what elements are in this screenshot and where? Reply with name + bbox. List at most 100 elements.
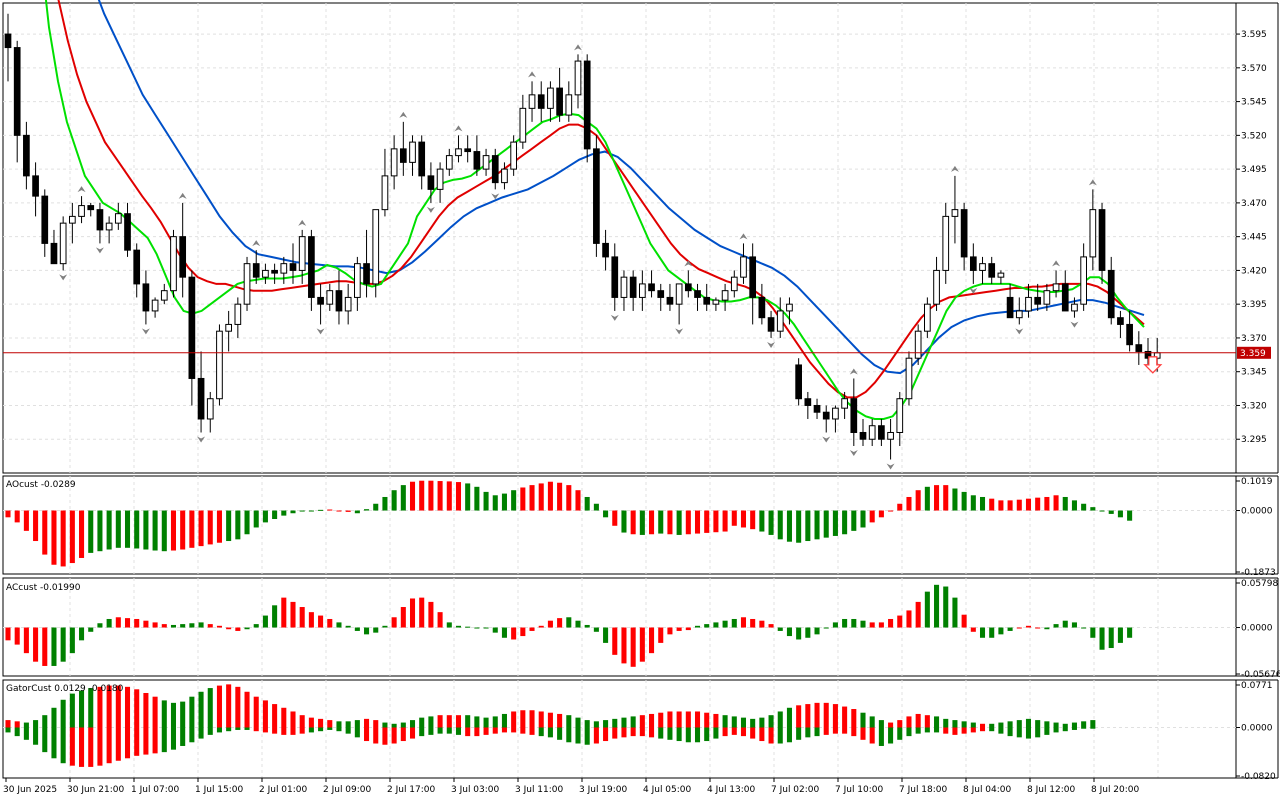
hist-bar	[750, 727, 756, 739]
candle	[593, 135, 600, 257]
hist-bar	[33, 627, 39, 662]
hist-bar	[1035, 727, 1041, 738]
hist-bar	[584, 496, 590, 511]
hist-bar	[832, 704, 838, 728]
hist-bar	[419, 717, 425, 728]
fractal-down-icon	[197, 436, 206, 443]
candle	[381, 148, 389, 217]
candle	[905, 351, 913, 406]
hist-bar	[189, 727, 195, 743]
hist-bar	[713, 727, 719, 739]
hist-bar	[621, 717, 627, 728]
hist-bar	[566, 727, 572, 743]
candle-body	[574, 60, 582, 96]
candle-body	[1117, 317, 1124, 325]
hist-bar	[262, 510, 268, 523]
candle	[620, 270, 628, 311]
candle-body	[96, 209, 104, 231]
candle-body	[234, 303, 242, 325]
hist-bar	[713, 510, 719, 533]
hist-bar	[226, 510, 232, 542]
candle	[78, 196, 85, 224]
candle	[13, 40, 21, 163]
candle-body	[271, 269, 278, 274]
hist-bar	[814, 510, 820, 540]
hist-bar	[566, 715, 572, 728]
hist-bar	[354, 720, 360, 728]
hist-bar	[906, 496, 912, 511]
hist-bar	[575, 727, 581, 744]
hist-bar	[207, 624, 213, 628]
candle	[1052, 270, 1060, 298]
candle-body	[142, 283, 150, 312]
hist-bar	[970, 627, 976, 632]
candle	[602, 229, 609, 271]
candle-body	[59, 222, 67, 265]
hist-bar	[51, 727, 57, 759]
hist-bar	[23, 627, 29, 654]
hist-bar	[786, 727, 792, 743]
candle-body	[409, 141, 416, 163]
hist-bar	[1090, 627, 1096, 638]
hist-bar	[437, 481, 443, 511]
hist-bar	[1053, 624, 1059, 628]
candle	[850, 378, 858, 446]
candle-body	[335, 290, 343, 312]
hist-bar	[409, 598, 416, 628]
candle	[868, 418, 876, 446]
candle	[317, 283, 324, 325]
hist-bar	[906, 610, 912, 628]
hist-bar	[161, 727, 167, 753]
candle-body	[179, 236, 187, 278]
hist-bar	[97, 510, 103, 552]
hist-bar	[823, 727, 829, 735]
hist-bar	[584, 720, 590, 728]
hist-bar	[704, 727, 710, 742]
hist-bar	[786, 627, 792, 637]
hist-bar	[419, 480, 425, 511]
hist-bar	[170, 702, 177, 728]
candle	[960, 202, 968, 271]
candle-body	[216, 330, 223, 400]
candle	[188, 270, 196, 406]
hist-bar	[364, 727, 370, 742]
ma-green-line	[44, 0, 1145, 420]
candle	[390, 135, 398, 190]
hist-bar	[943, 485, 949, 511]
candle	[491, 148, 499, 190]
candle	[252, 250, 260, 284]
fractal-up-icon	[298, 219, 307, 226]
hist-bar	[492, 716, 498, 728]
candle-body	[436, 168, 444, 190]
hist-bar	[51, 627, 57, 666]
hist-bar	[685, 627, 691, 631]
candle	[924, 297, 931, 338]
candle-body	[924, 303, 931, 332]
price-pane[interactable]: 3.595 3.570 3.545 3.520 3.495 3.470 3.445 3.420…	[2, 0, 1279, 474]
gator-indicator-pane[interactable]: 0.0771 0.0000 -0.0820	[2, 679, 1279, 782]
hist-bar	[1035, 627, 1041, 629]
hist-bar	[446, 622, 452, 628]
x-tick-label: 2 Jul 01:00	[259, 785, 308, 795]
candle	[289, 243, 297, 284]
hist-bar	[299, 715, 305, 728]
hist-bar	[391, 617, 397, 628]
candle-body	[620, 276, 628, 298]
ao-indicator-pane[interactable]: 0.1019 0.0000 -0.1873	[2, 475, 1279, 578]
hist-bar	[364, 627, 370, 635]
hist-bar	[382, 722, 388, 728]
hist-bar	[603, 510, 609, 518]
ac-indicator-pane[interactable]: 0.05798 0.0000 -0.05676	[2, 577, 1280, 680]
hist-bar	[88, 510, 94, 553]
candle	[418, 135, 426, 190]
candle	[114, 202, 122, 230]
candle	[50, 229, 58, 265]
candle	[41, 189, 49, 257]
x-tick-label: 2 Jul 17:00	[387, 785, 436, 795]
hist-bar	[327, 727, 333, 730]
hist-bar	[851, 618, 857, 628]
y-tick-label: 3.595	[1241, 30, 1267, 40]
hist-bar	[474, 486, 480, 511]
candle-body	[124, 213, 131, 251]
